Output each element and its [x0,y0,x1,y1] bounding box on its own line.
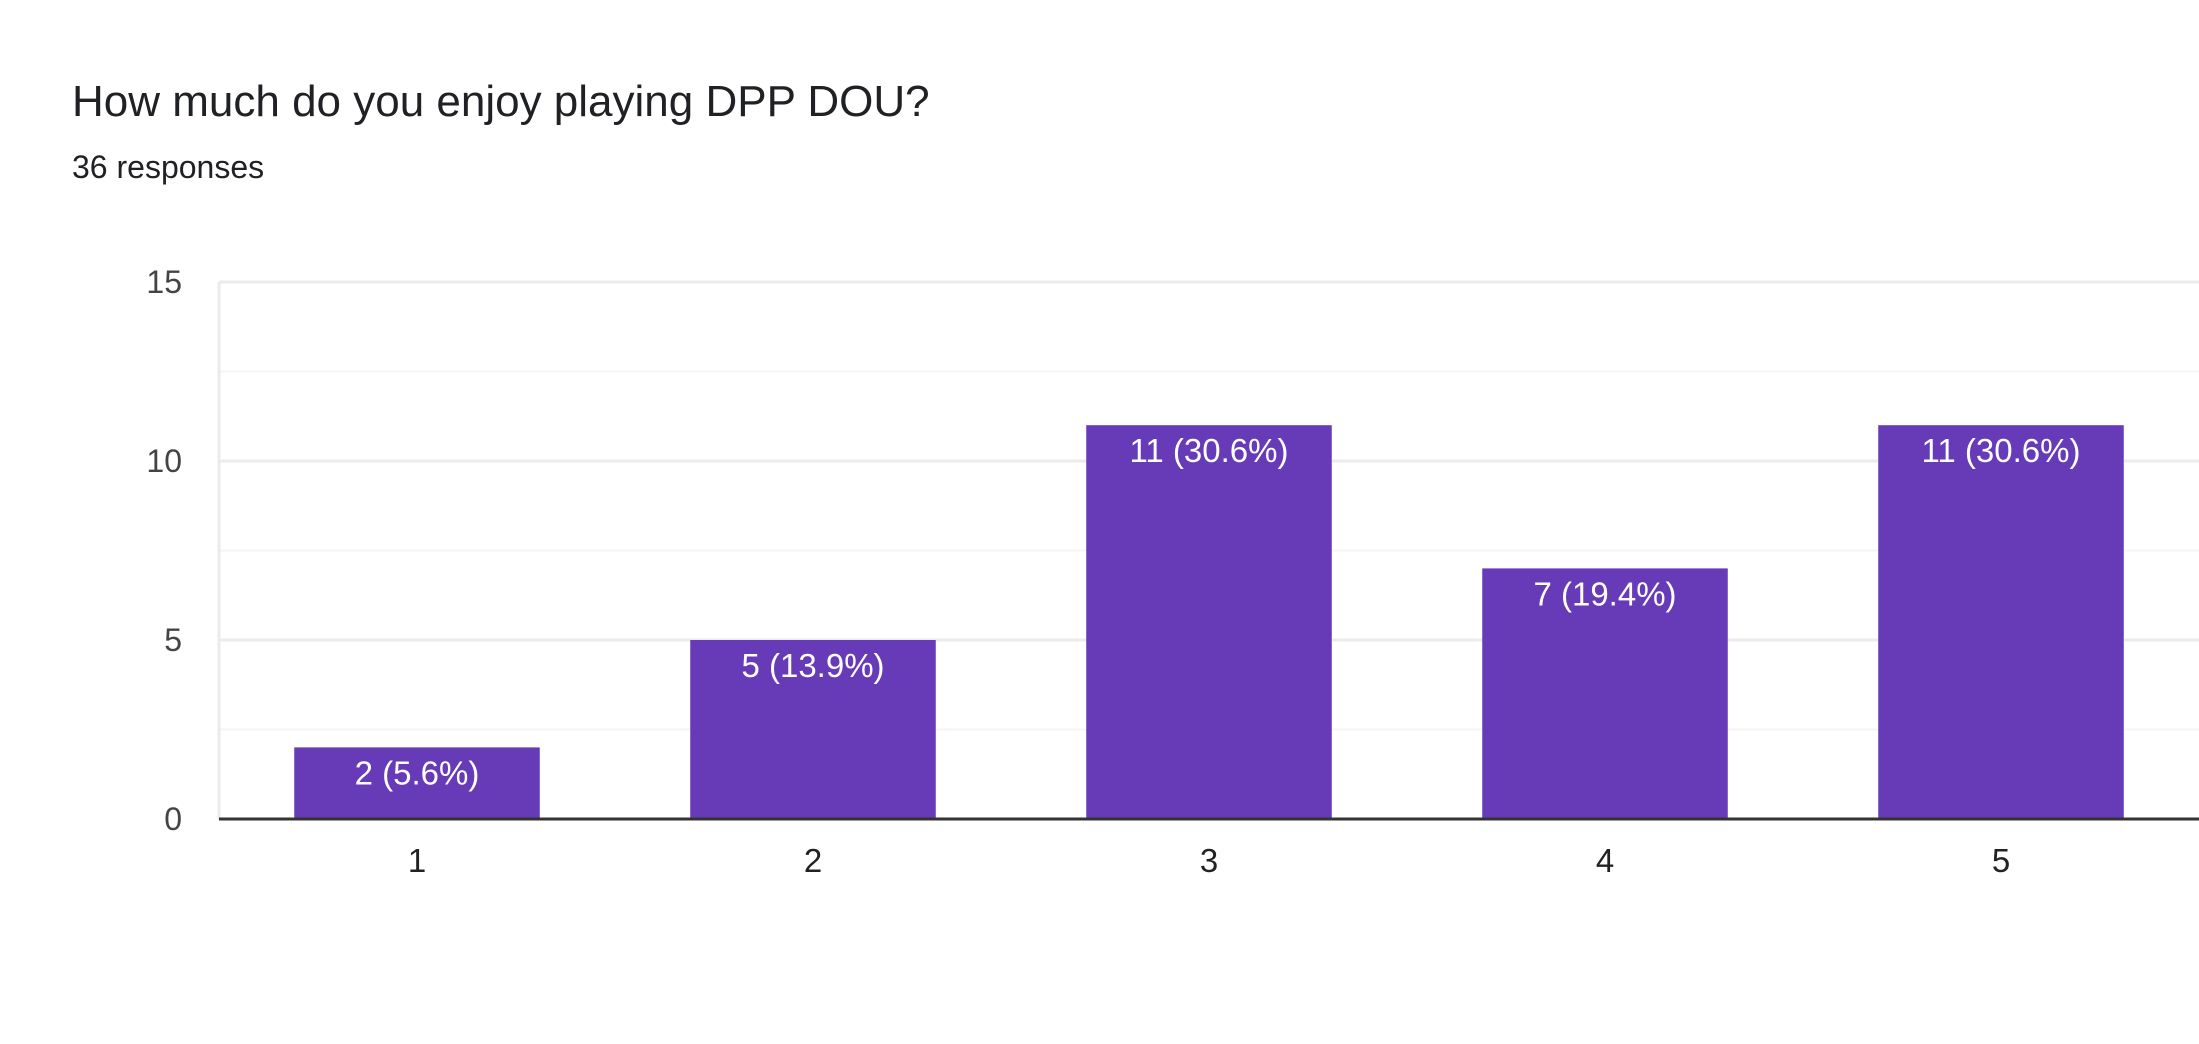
bar-5 [1878,425,2124,819]
bars [294,425,2124,819]
x-tick-label: 1 [408,842,426,879]
labels: 0 5 10 15 2 (5.6%) 1 5 (13.9%) 2 11 (30.6%) 3 7 (1… [146,264,2080,879]
y-tick-label: 5 [164,622,182,658]
x-tick-label: 4 [1596,842,1614,879]
y-tick-label: 0 [164,801,182,837]
bar-data-label: 11 (30.6%) [1130,432,1289,469]
bar-1 [294,747,540,819]
x-tick-label: 5 [1992,842,2010,879]
grid-lines [217,280,2199,819]
bar-data-label: 5 (13.9%) [741,647,884,684]
bar-data-label: 11 (30.6%) [1922,432,2081,469]
response-count: 36 responses [72,149,265,185]
question-title: How much do you enjoy playing DPP DOU? [72,77,930,126]
bar-2 [690,640,936,819]
y-tick-label: 15 [146,264,182,300]
bar-4 [1482,568,1728,819]
bar-data-label: 2 (5.6%) [355,754,480,791]
x-tick-label: 3 [1200,842,1218,879]
x-tick-label: 2 [804,842,822,879]
bar-data-label: 7 (19.4%) [1533,575,1676,612]
bar-3 [1086,425,1332,819]
y-tick-label: 10 [146,443,182,479]
